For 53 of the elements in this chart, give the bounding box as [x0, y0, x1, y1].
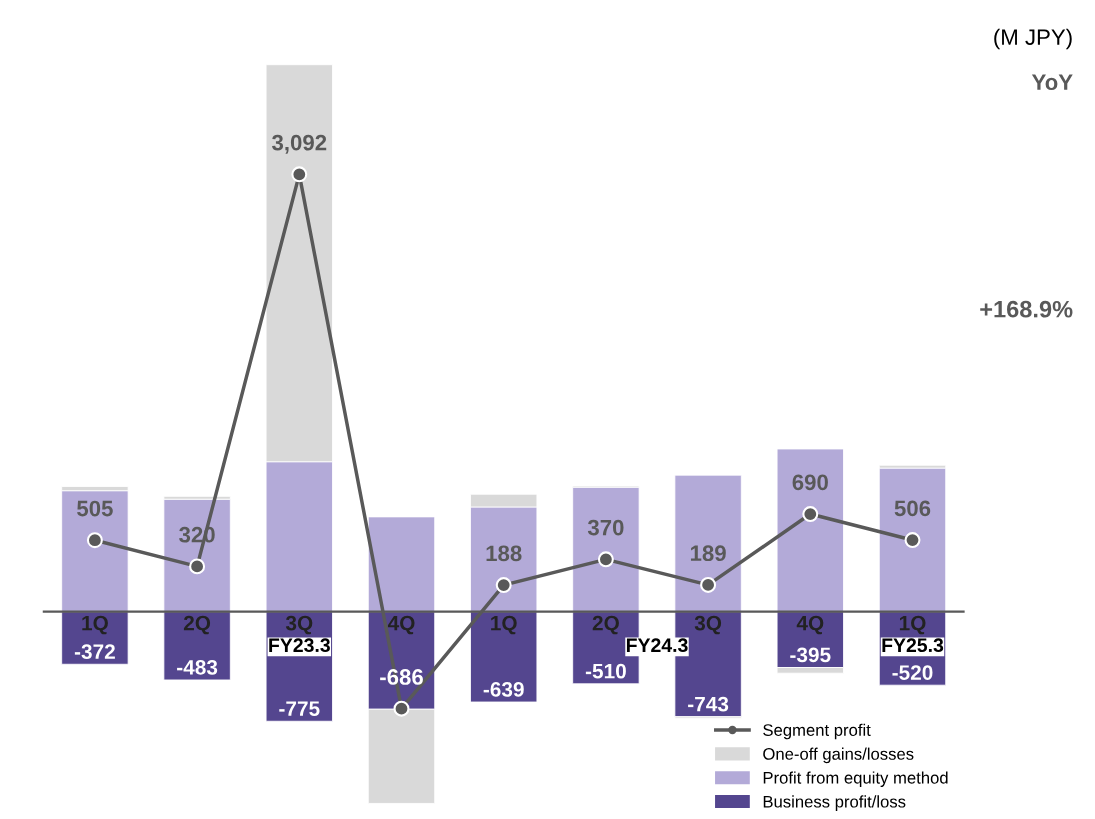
bar	[776, 448, 844, 613]
annotation: FY23.3	[269, 638, 330, 653]
data-label: 189	[690, 545, 726, 562]
legend-label: Profit from equity method	[763, 771, 948, 788]
data-label: -372	[74, 644, 115, 660]
x-tick-label: 1Q	[899, 615, 926, 635]
x-tick-label: 1Q	[82, 615, 108, 635]
legend-label: One-off gains/losses	[763, 747, 914, 764]
x-tick-label: 4Q	[387, 615, 415, 635]
bar	[878, 467, 947, 613]
data-label: 690	[792, 474, 828, 491]
bar	[163, 498, 231, 613]
bar	[572, 486, 640, 613]
x-tick-label: 1Q	[491, 615, 517, 635]
point	[495, 577, 512, 594]
text: YoY	[1031, 74, 1073, 91]
data-label: 188	[486, 545, 522, 562]
bar	[367, 516, 436, 613]
data-label: -395	[790, 647, 831, 663]
bar	[163, 611, 231, 681]
data-label: 505	[77, 500, 113, 517]
point	[86, 532, 103, 549]
data-label: -483	[177, 659, 218, 675]
x-tick-label: 3Q	[285, 615, 313, 635]
data-label: 370	[587, 519, 624, 536]
data-label: -775	[279, 701, 320, 716]
point	[700, 576, 717, 593]
point	[802, 506, 819, 523]
text: +168.9%	[980, 300, 1073, 318]
text: (M JPY)	[994, 28, 1072, 50]
data-label: -639	[483, 682, 524, 697]
x-tick-label: 3Q	[694, 615, 722, 635]
data-label: 506	[894, 500, 931, 517]
point	[904, 532, 921, 549]
data-label: -743	[688, 696, 729, 712]
point	[393, 700, 410, 717]
annotation: FY24.3	[626, 638, 688, 653]
data-label: 3,092	[272, 134, 327, 154]
x-tick-label: 4Q	[796, 615, 824, 635]
bar	[61, 490, 129, 613]
point	[597, 551, 614, 568]
legend-label: Segment profit	[763, 723, 871, 740]
legend-label: Business profit/loss	[763, 795, 906, 811]
data-label: -686	[380, 669, 423, 685]
point	[189, 558, 206, 575]
bar	[674, 474, 742, 613]
data-label: -520	[892, 665, 933, 680]
x-tick-label: 2Q	[183, 615, 211, 635]
data-label: -510	[585, 663, 626, 679]
point	[291, 166, 308, 183]
bar	[470, 611, 538, 703]
x-tick-label: 2Q	[592, 615, 619, 635]
annotation: FY25.3	[882, 638, 944, 653]
